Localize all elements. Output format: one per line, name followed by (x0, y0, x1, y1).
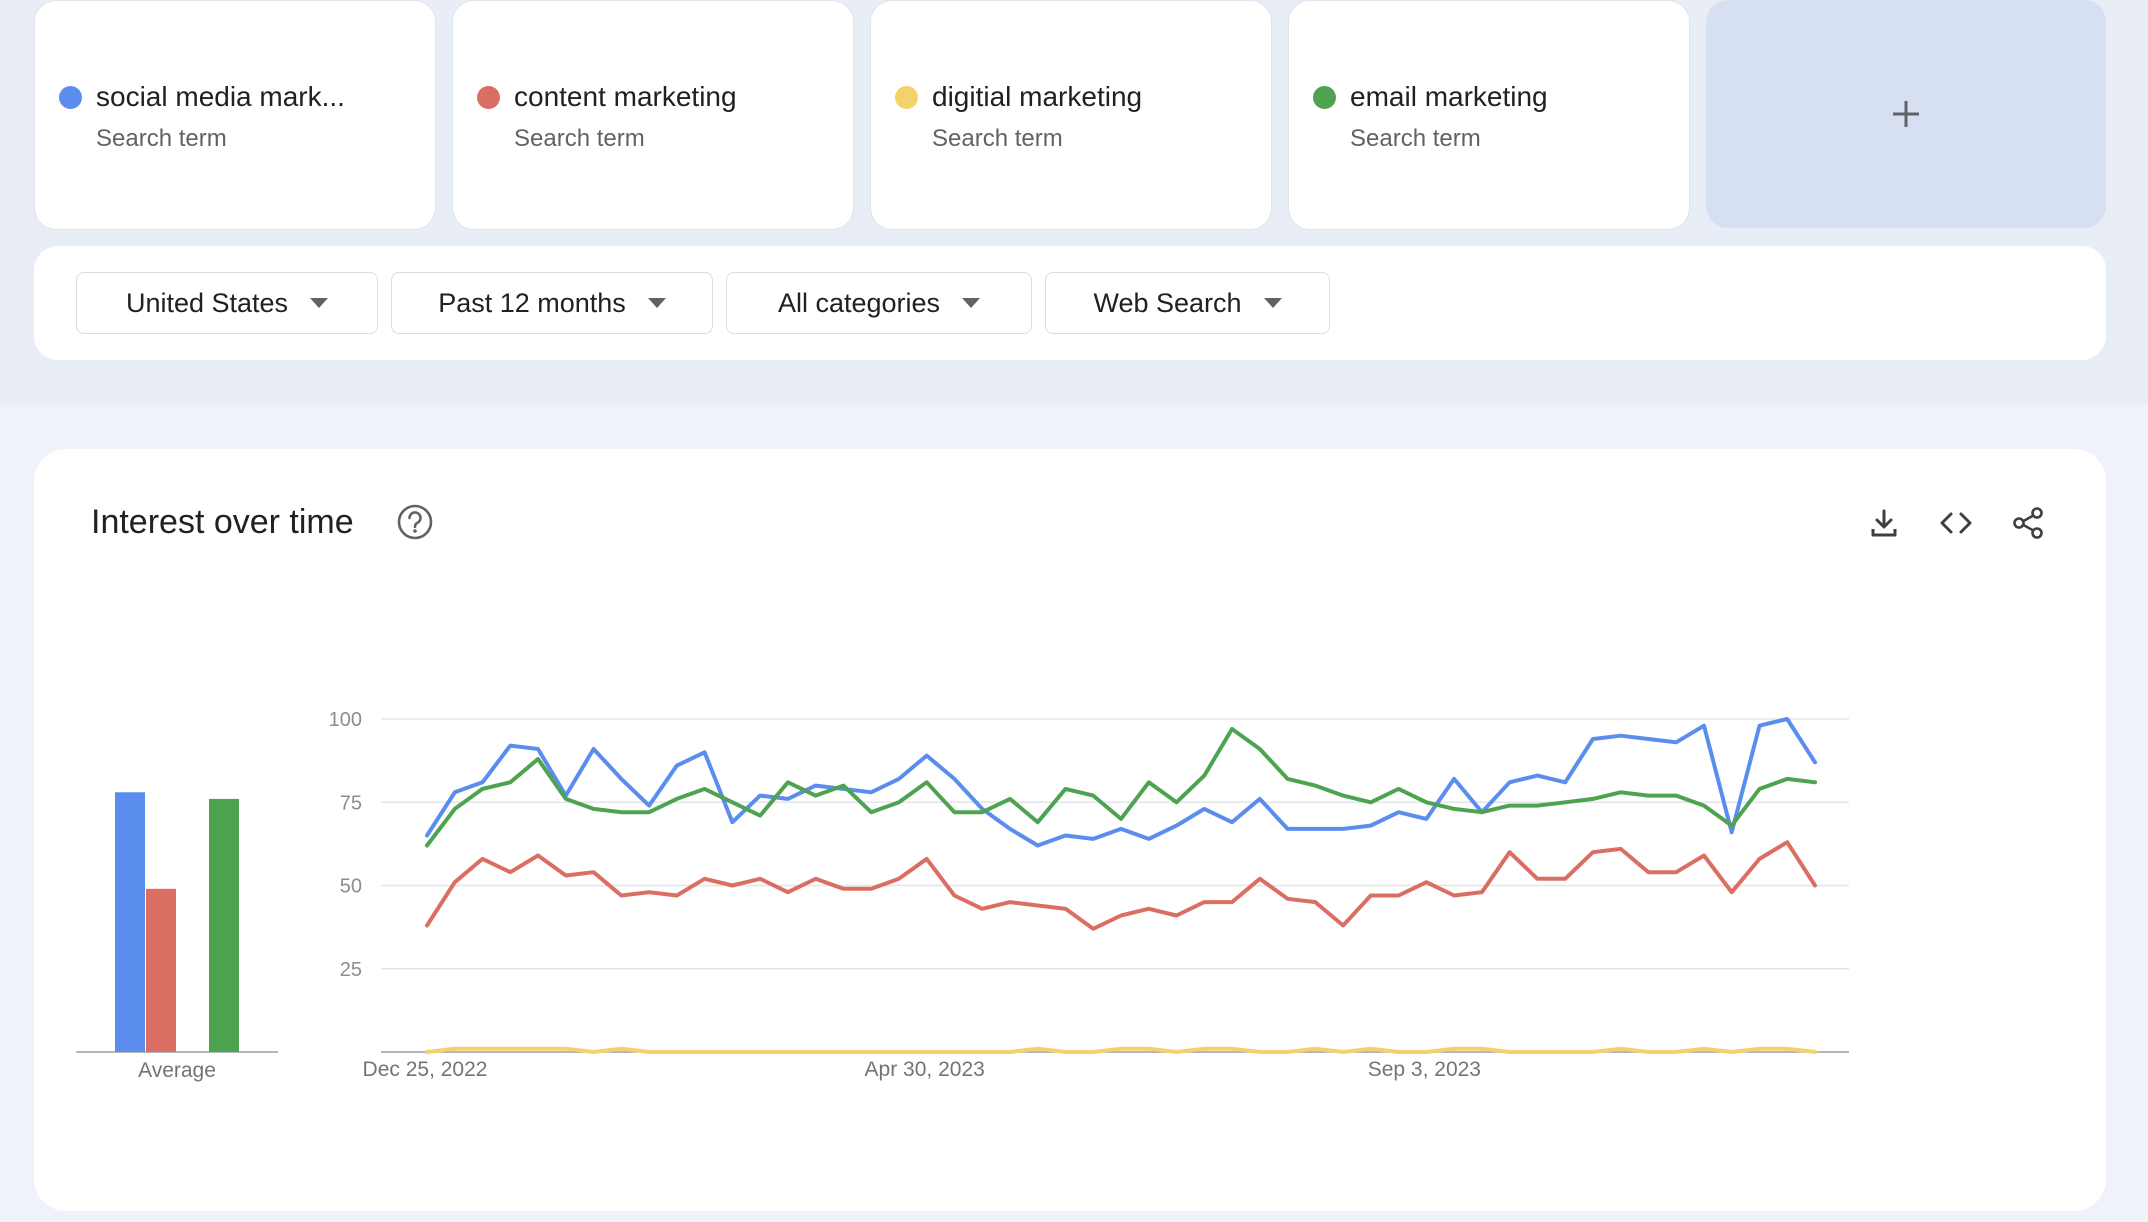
caret-down-icon (1263, 298, 1282, 308)
term-subtitle: Search term (1350, 125, 1481, 152)
interest-chart[interactable]: 25 50 75 100 Dec 25, 2022 Apr 30, 2023 Sep 3, … (34, 449, 2106, 1211)
series-line (425, 1046, 1817, 1054)
x-tick-label: Apr 30, 2023 (865, 1058, 985, 1081)
help-circle-icon[interactable] (396, 503, 434, 541)
filter-panel: United States Past 12 months All categor… (34, 246, 2106, 360)
series-color-dot (59, 85, 82, 109)
time-range-dropdown[interactable]: Past 12 months (391, 272, 713, 334)
term-card-digitial-marketing[interactable]: digitial marketing Search term (870, 0, 1272, 230)
average-label: Average (138, 1059, 216, 1082)
category-dropdown[interactable]: All categories (726, 272, 1032, 334)
x-tick-label: Sep 3, 2023 (1368, 1058, 1481, 1081)
y-tick-label: 50 (340, 876, 362, 898)
term-name: social media mark... (96, 81, 345, 112)
term-name: digitial marketing (932, 81, 1143, 112)
caret-down-icon (962, 298, 981, 308)
embed-code-icon[interactable] (1938, 505, 1974, 541)
term-name: content marketing (514, 81, 737, 112)
caret-down-icon (310, 298, 329, 308)
series-color-dot (895, 85, 918, 109)
term-subtitle: Search term (932, 125, 1063, 152)
search-type-value: Web Search (1093, 287, 1242, 318)
term-subtitle: Search term (514, 125, 645, 152)
caret-down-icon (647, 298, 666, 308)
download-icon[interactable] (1866, 505, 1902, 541)
term-card-email-marketing[interactable]: email marketing Search term (1288, 0, 1690, 230)
y-tick-label: 100 (329, 709, 362, 731)
share-icon[interactable] (2010, 505, 2046, 541)
term-subtitle: Search term (96, 125, 227, 152)
x-tick-label: Dec 25, 2022 (363, 1058, 488, 1081)
average-bar (146, 888, 176, 1052)
region-value: United States (125, 287, 289, 318)
average-bar (209, 798, 239, 1052)
series-color-dot (477, 85, 500, 109)
series-line (425, 717, 1817, 848)
term-card-social-media-marketing[interactable]: social media mark... Search term (34, 0, 436, 230)
category-value: All categories (777, 287, 941, 318)
interest-over-time-panel: Interest over time 25 50 75 100 Dec 25, 2022… (34, 449, 2106, 1211)
y-tick-label: 25 (340, 959, 362, 981)
term-card-content-marketing[interactable]: content marketing Search term (452, 0, 854, 230)
panel-title: Interest over time (91, 503, 354, 541)
series-line (425, 840, 1817, 931)
series-line (425, 727, 1817, 848)
plus-icon (1893, 101, 1919, 127)
y-tick-label: 75 (340, 792, 362, 814)
add-comparison-button[interactable] (1706, 0, 2106, 228)
series-color-dot (1313, 85, 1336, 109)
search-type-dropdown[interactable]: Web Search (1045, 272, 1330, 334)
term-name: email marketing (1350, 81, 1548, 112)
time-range-value: Past 12 months (438, 287, 626, 318)
average-bar (115, 792, 145, 1052)
region-dropdown[interactable]: United States (76, 272, 378, 334)
